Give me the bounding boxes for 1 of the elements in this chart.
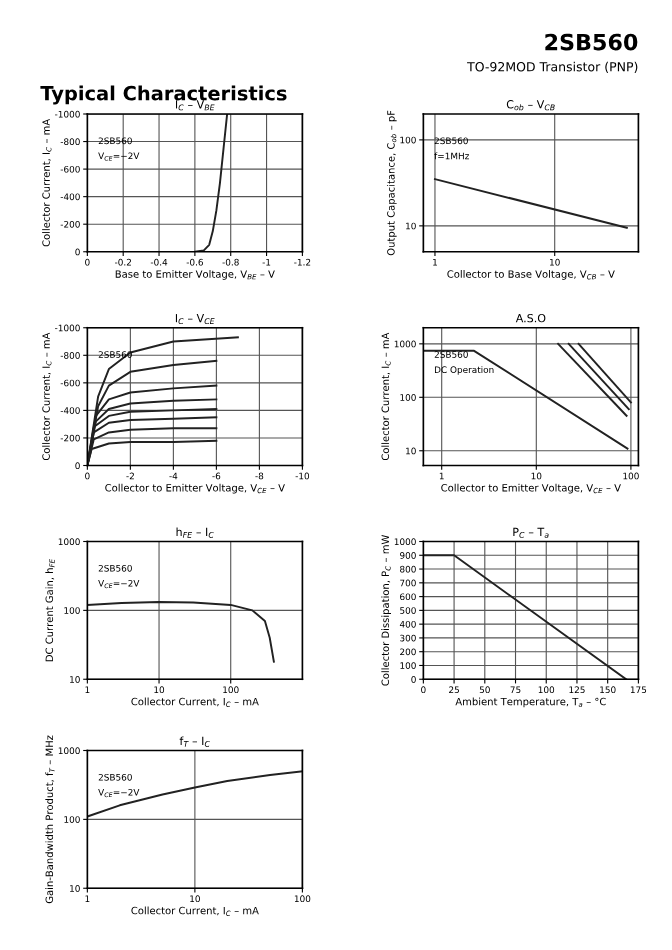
text: 2SB560: [545, 33, 638, 51]
